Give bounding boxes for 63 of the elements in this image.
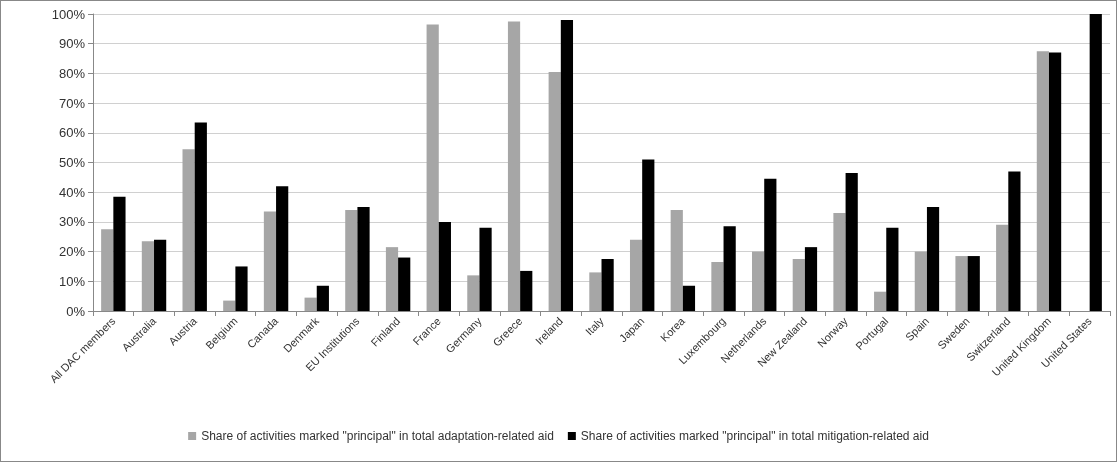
y-tick-label: 90% [58, 36, 86, 52]
bar [1008, 171, 1021, 311]
y-tick-label: 0% [66, 303, 86, 319]
bar [955, 256, 968, 311]
y-tick-label: 40% [58, 184, 86, 200]
bar [926, 207, 940, 311]
bar [182, 149, 195, 311]
bar [996, 224, 1009, 311]
bar [479, 227, 492, 311]
bar [548, 71, 561, 311]
bar [601, 259, 614, 311]
y-tick-label: 20% [58, 244, 86, 260]
bar [1089, 14, 1102, 311]
bar [792, 259, 805, 311]
bar [141, 241, 155, 311]
bar [1036, 51, 1049, 311]
bar [723, 226, 736, 311]
bar [438, 221, 451, 311]
bar [235, 266, 248, 311]
y-tick-label: 30% [58, 214, 86, 230]
bar [914, 251, 927, 311]
bar [263, 211, 277, 311]
bar [560, 19, 574, 311]
bar [426, 24, 439, 311]
y-tick-label: 70% [58, 95, 86, 111]
bar [276, 186, 289, 311]
bar [357, 207, 370, 311]
bar [223, 300, 236, 311]
bar [629, 239, 643, 311]
bar [967, 256, 980, 311]
bar [833, 212, 846, 311]
y-tick-label: 80% [58, 65, 86, 81]
bar [385, 247, 399, 311]
bar [113, 196, 126, 311]
bar [154, 239, 167, 311]
bar [316, 285, 329, 311]
bar [845, 172, 858, 311]
legend-label: Share of activities marked "principal" in total mitigation-related aid [580, 429, 929, 443]
bar [345, 210, 358, 311]
y-tick-label: 60% [58, 125, 86, 141]
bar [101, 229, 114, 311]
y-tick-label: 100% [51, 6, 86, 22]
bar [764, 178, 777, 311]
bar [670, 210, 683, 311]
bar [682, 285, 696, 311]
bar [642, 159, 655, 311]
bar [520, 270, 533, 311]
bar [589, 272, 602, 311]
legend-label: Share of activities marked "principal" in total adaptation-related aid [201, 429, 554, 443]
x-tick-label: Italy [583, 314, 607, 338]
y-tick-label: 10% [58, 273, 86, 289]
bar [874, 291, 887, 311]
bar [1048, 52, 1062, 311]
bar [804, 247, 818, 311]
bar [467, 275, 480, 311]
bar [886, 227, 899, 311]
bar [194, 122, 207, 311]
bar [304, 297, 317, 311]
bar [398, 257, 411, 311]
y-tick-label: 50% [58, 155, 86, 170]
bar [711, 262, 724, 311]
bar [507, 21, 521, 311]
bar [752, 251, 765, 311]
